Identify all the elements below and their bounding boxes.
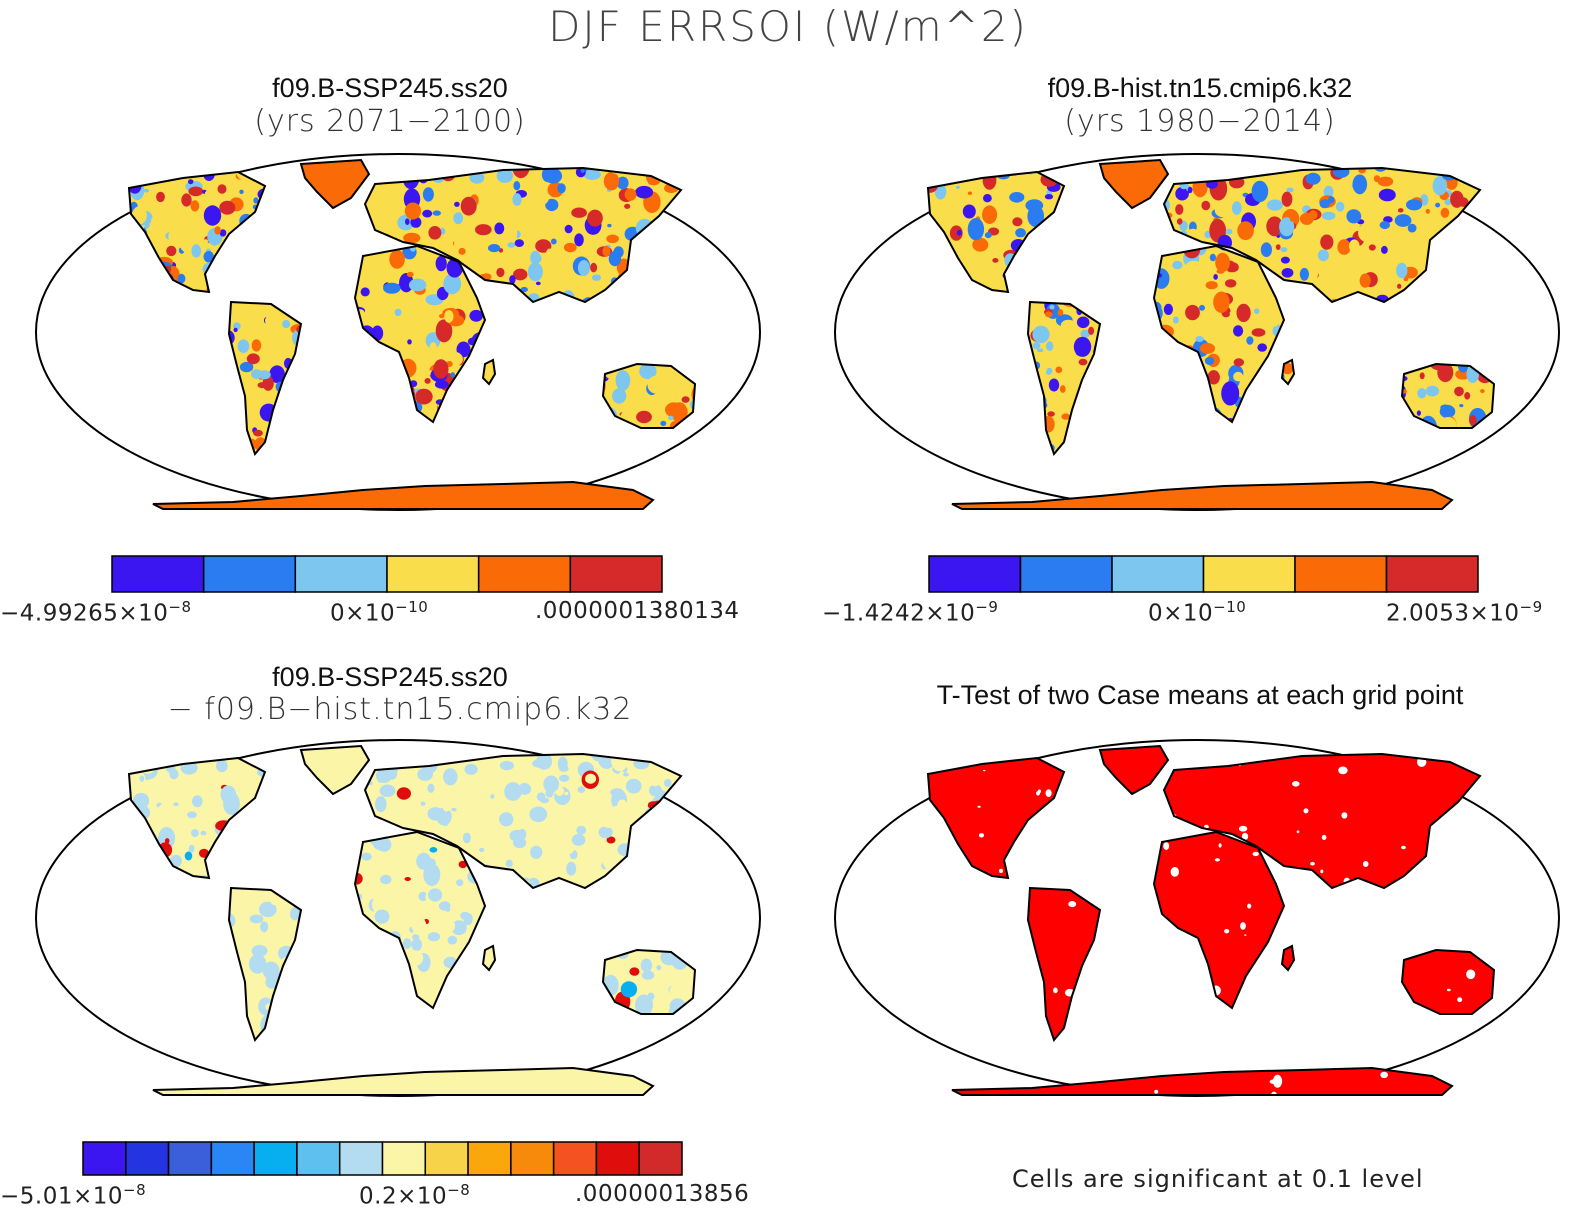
colorbar-swatch bbox=[1111, 555, 1205, 593]
colorbar1-min-label: −4.99265×10−8 bbox=[0, 598, 192, 627]
colorbar-swatch bbox=[125, 1141, 170, 1176]
coastline-eurasia bbox=[363, 752, 683, 890]
coastline-eurasia bbox=[1162, 166, 1482, 304]
coastline-antarctica bbox=[951, 1066, 1454, 1096]
coastline-south-america bbox=[1026, 300, 1102, 457]
colorbar3-mid-label: 0.2×10−8 bbox=[359, 1181, 471, 1210]
map-panel-2 bbox=[834, 153, 1560, 511]
coastline-madagascar bbox=[481, 358, 497, 386]
coastline-africa bbox=[353, 830, 487, 1010]
coastline-north-america bbox=[127, 756, 267, 880]
coastline-north-america bbox=[926, 756, 1066, 880]
colorbar2-min-label: −1.4242×10−9 bbox=[822, 598, 999, 627]
colorbar-panel-2 bbox=[928, 555, 1479, 593]
colorbar1-mid-label: 0×10−10 bbox=[330, 598, 429, 627]
coastlines bbox=[127, 158, 697, 510]
coastline-greenland bbox=[299, 158, 371, 210]
coastline-south-america bbox=[227, 886, 303, 1043]
coastline-africa bbox=[1152, 830, 1286, 1010]
coastline-madagascar bbox=[481, 944, 497, 972]
colorbar3-min-label: −5.01×10−8 bbox=[0, 1181, 147, 1210]
colorbar-swatch bbox=[552, 1141, 598, 1176]
map-panel-1 bbox=[35, 153, 761, 511]
coastline-australia bbox=[601, 948, 697, 1015]
coastline-antarctica bbox=[152, 480, 655, 510]
coastlines bbox=[926, 744, 1496, 1096]
colorbar-swatch bbox=[202, 555, 297, 593]
panel2-title: f09.B-hist.tn15.cmip6.k32 bbox=[1047, 73, 1353, 103]
colorbar2-max-label: 2.0053×10−9 bbox=[1386, 598, 1543, 627]
colorbar-swatch bbox=[1385, 555, 1479, 593]
colorbar-panel-1 bbox=[111, 555, 663, 593]
colorbar-swatch bbox=[82, 1141, 127, 1176]
panel2-subtitle: (yrs 1980−2014) bbox=[1064, 104, 1336, 139]
colorbar-swatch bbox=[294, 555, 388, 593]
colorbar-panel-3 bbox=[82, 1141, 683, 1176]
colorbar-swatch bbox=[477, 555, 572, 593]
panel4-title: T-Test of two Case means at each grid po… bbox=[936, 680, 1464, 710]
panel1-title: f09.B-SSP245.ss20 bbox=[272, 73, 508, 103]
panel3-title: f09.B-SSP245.ss20 bbox=[272, 662, 508, 692]
colorbar-swatch bbox=[510, 1141, 555, 1176]
coastline-south-america bbox=[1026, 886, 1102, 1043]
colorbar-swatch bbox=[111, 555, 205, 593]
colorbar3-max-label: .00000013856 bbox=[575, 1181, 750, 1207]
colorbar-swatch bbox=[928, 555, 1022, 593]
significance-note: Cells are significant at 0.1 level bbox=[1012, 1165, 1424, 1193]
coastline-north-america bbox=[926, 170, 1066, 294]
coastline-madagascar bbox=[1280, 944, 1296, 972]
colorbar-swatch bbox=[386, 555, 480, 593]
coastline-eurasia bbox=[1162, 752, 1482, 890]
colorbar-swatch bbox=[1202, 555, 1296, 593]
antarctica-fill bbox=[153, 1068, 653, 1095]
colorbar-swatch bbox=[1019, 555, 1113, 593]
coastline-africa bbox=[1152, 244, 1286, 424]
colorbar-swatch bbox=[253, 1141, 298, 1176]
colorbar2-mid-label: 0×10−10 bbox=[1148, 598, 1247, 627]
coastline-eurasia bbox=[363, 166, 683, 304]
coastline-madagascar bbox=[1280, 358, 1296, 386]
coastline-antarctica bbox=[152, 1066, 655, 1096]
figure-title: DJF ERRSOI (W/m^2) bbox=[548, 2, 1028, 51]
coastline-greenland bbox=[1098, 744, 1170, 796]
colorbar-swatch bbox=[167, 1141, 213, 1176]
colorbar-swatch bbox=[381, 1141, 427, 1176]
coastline-antarctica bbox=[951, 480, 1454, 510]
colorbar-swatch bbox=[296, 1141, 341, 1176]
colorbar-swatch bbox=[338, 1141, 384, 1176]
coastline-greenland bbox=[1098, 158, 1170, 210]
colorbar-swatch bbox=[424, 1141, 469, 1176]
colorbar-swatch bbox=[467, 1141, 512, 1176]
antarctica-fill bbox=[952, 482, 1452, 509]
colorbar-swatch bbox=[1294, 555, 1388, 593]
coastline-australia bbox=[601, 362, 697, 429]
panel3-subtitle: − f09.B−hist.tn15.cmip6.k32 bbox=[167, 692, 633, 727]
coastline-africa bbox=[353, 244, 487, 424]
coastline-north-america bbox=[127, 170, 267, 294]
coastlines bbox=[926, 158, 1496, 510]
colorbar-swatch bbox=[638, 1141, 683, 1176]
colorbar-swatch bbox=[595, 1141, 640, 1176]
coastline-australia bbox=[1400, 362, 1496, 429]
colorbar-swatch bbox=[210, 1141, 255, 1176]
panel1-subtitle: (yrs 2071−2100) bbox=[254, 104, 526, 139]
colorbar1-max-label: .0000001380134 bbox=[535, 598, 740, 624]
coastlines bbox=[127, 744, 697, 1096]
coastline-greenland bbox=[299, 744, 371, 796]
map-panel-4 bbox=[834, 739, 1560, 1097]
antarctica-fill bbox=[153, 482, 653, 509]
coastline-australia bbox=[1400, 948, 1496, 1015]
colorbar-swatch bbox=[569, 555, 663, 593]
coastline-south-america bbox=[227, 300, 303, 457]
map-panel-3 bbox=[35, 739, 761, 1097]
